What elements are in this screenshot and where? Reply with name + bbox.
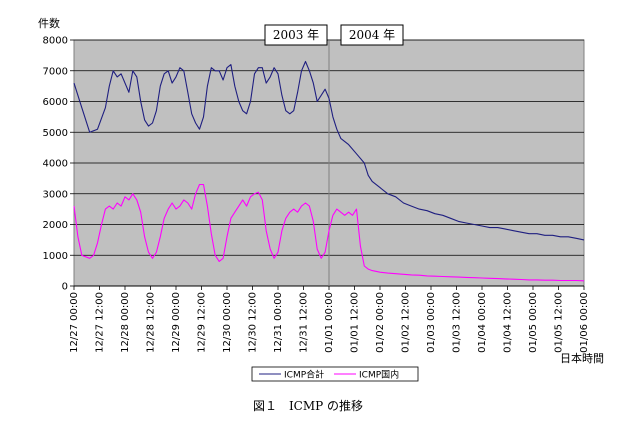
x-tick-label: 12/28 12:00: [146, 292, 157, 353]
x-tick-label: 01/06 00:00: [579, 292, 590, 353]
x-tick-label: 12/29 00:00: [171, 292, 182, 353]
y-tick-label: 6000: [43, 97, 68, 108]
x-tick-label: 12/30 12:00: [248, 292, 259, 353]
year-label-2004: 2004 年: [340, 24, 404, 46]
x-tick-label: 01/05 12:00: [554, 292, 565, 353]
x-tick-label: 01/01 12:00: [350, 292, 361, 353]
x-tick-label: 01/03 00:00: [426, 292, 437, 353]
x-tick-label: 12/30 00:00: [222, 292, 233, 353]
x-tick-label: 01/02 12:00: [401, 292, 412, 353]
y-tick-label: 1000: [43, 251, 68, 262]
x-tick-label: 12/28 00:00: [120, 292, 131, 353]
x-tick-label: 01/04 00:00: [477, 292, 488, 353]
series-lines: [73, 60, 585, 282]
x-tick-label: 12/31 12:00: [299, 292, 310, 353]
x-tick-label: 01/03 12:00: [452, 292, 463, 353]
y-tick-label: 5000: [43, 128, 68, 139]
x-tick-label: 01/05 00:00: [528, 292, 539, 353]
x-tick-label: 01/02 00:00: [375, 292, 386, 353]
y-tick-label: 2000: [43, 220, 68, 231]
x-tick-label: 12/29 12:00: [197, 292, 208, 353]
y-tick-label: 4000: [43, 159, 68, 170]
legend-label-domestic: ICMP国内: [359, 369, 399, 381]
x-tick-label: 12/27 00:00: [69, 292, 80, 353]
y-axis-label: 件数: [38, 17, 60, 30]
y-tick-label: 7000: [43, 66, 68, 77]
series-line-domestic: [73, 183, 585, 282]
figure-caption: 図１ ICMP の推移: [253, 399, 363, 413]
legend: ICMP合計 ICMP国内: [251, 366, 419, 382]
x-tick-label: 01/01 00:00: [324, 292, 335, 353]
year-label-2004-text: 2004 年: [349, 28, 395, 42]
x-tick-label: 12/27 12:00: [95, 292, 106, 353]
y-tick-label: 0: [62, 282, 68, 293]
x-tick-label: 12/31 00:00: [273, 292, 284, 353]
x-tick-label: 01/04 12:00: [503, 292, 514, 353]
legend-label-total: ICMP合計: [284, 369, 324, 381]
series-line-total: [73, 60, 585, 241]
year-label-2003: 2003 年: [264, 24, 328, 46]
year-label-2003-text: 2003 年: [273, 28, 319, 42]
y-tick-label: 3000: [43, 189, 68, 200]
x-axis-label: 日本時間: [560, 351, 604, 365]
y-tick-label: 8000: [43, 36, 68, 47]
x-axis-ticks: 12/27 00:00 12/27 12:00 12/28 00:00 12/28 1…: [69, 286, 590, 353]
